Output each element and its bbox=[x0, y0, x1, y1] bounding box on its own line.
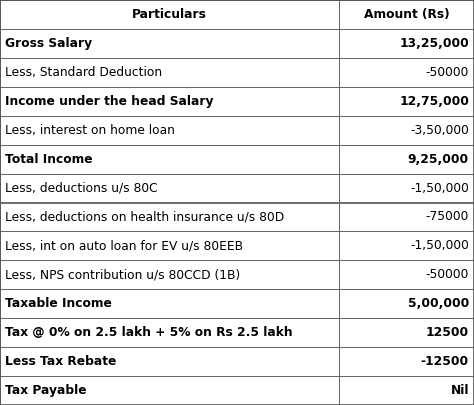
Bar bbox=[0, 260, 339, 289]
Bar bbox=[339, 260, 474, 289]
Bar bbox=[0, 231, 339, 260]
Text: Total Income: Total Income bbox=[5, 153, 92, 166]
Bar bbox=[0, 0, 339, 29]
Text: Taxable Income: Taxable Income bbox=[5, 297, 112, 310]
Bar bbox=[0, 87, 339, 116]
Bar bbox=[0, 145, 339, 174]
Text: Less Tax Rebate: Less Tax Rebate bbox=[5, 355, 117, 368]
Bar bbox=[0, 347, 339, 376]
Bar bbox=[0, 116, 339, 145]
Bar bbox=[339, 347, 474, 376]
Text: Nil: Nil bbox=[450, 384, 469, 397]
Bar bbox=[0, 202, 339, 231]
Text: -3,50,000: -3,50,000 bbox=[410, 124, 469, 136]
Bar bbox=[339, 116, 474, 145]
Bar bbox=[339, 289, 474, 318]
Text: Less, NPS contribution u/s 80CCD (1B): Less, NPS contribution u/s 80CCD (1B) bbox=[5, 269, 240, 281]
Text: Income under the head Salary: Income under the head Salary bbox=[5, 95, 213, 108]
Bar bbox=[0, 29, 339, 58]
Text: Less, deductions on health insurance u/s 80D: Less, deductions on health insurance u/s… bbox=[5, 211, 284, 224]
Text: -50000: -50000 bbox=[426, 66, 469, 79]
Text: Amount (Rs): Amount (Rs) bbox=[364, 8, 449, 21]
Bar bbox=[339, 29, 474, 58]
Text: 9,25,000: 9,25,000 bbox=[408, 153, 469, 166]
Bar bbox=[339, 87, 474, 116]
Text: Less, int on auto loan for EV u/s 80EEB: Less, int on auto loan for EV u/s 80EEB bbox=[5, 239, 243, 252]
Text: -12500: -12500 bbox=[421, 355, 469, 368]
Text: -50000: -50000 bbox=[426, 269, 469, 281]
Text: Less, Standard Deduction: Less, Standard Deduction bbox=[5, 66, 162, 79]
Bar bbox=[339, 202, 474, 231]
Bar bbox=[339, 231, 474, 260]
Bar bbox=[339, 0, 474, 29]
Bar bbox=[0, 58, 339, 87]
Bar bbox=[339, 58, 474, 87]
Bar bbox=[0, 174, 339, 202]
Text: Particulars: Particulars bbox=[132, 8, 207, 21]
Bar bbox=[339, 318, 474, 347]
Bar bbox=[339, 145, 474, 174]
Text: Tax @ 0% on 2.5 lakh + 5% on Rs 2.5 lakh: Tax @ 0% on 2.5 lakh + 5% on Rs 2.5 lakh bbox=[5, 326, 292, 339]
Text: 12,75,000: 12,75,000 bbox=[399, 95, 469, 108]
Text: Gross Salary: Gross Salary bbox=[5, 37, 92, 50]
Bar bbox=[339, 174, 474, 202]
Text: -75000: -75000 bbox=[426, 211, 469, 224]
Text: -1,50,000: -1,50,000 bbox=[410, 181, 469, 194]
Text: Less, deductions u/s 80C: Less, deductions u/s 80C bbox=[5, 181, 158, 194]
Text: Less, interest on home loan: Less, interest on home loan bbox=[5, 124, 175, 136]
Bar bbox=[0, 376, 339, 405]
Text: 12500: 12500 bbox=[426, 326, 469, 339]
Bar bbox=[0, 318, 339, 347]
Bar bbox=[339, 376, 474, 405]
Text: Tax Payable: Tax Payable bbox=[5, 384, 87, 397]
Text: -1,50,000: -1,50,000 bbox=[410, 239, 469, 252]
Bar bbox=[0, 289, 339, 318]
Text: 5,00,000: 5,00,000 bbox=[408, 297, 469, 310]
Text: 13,25,000: 13,25,000 bbox=[399, 37, 469, 50]
